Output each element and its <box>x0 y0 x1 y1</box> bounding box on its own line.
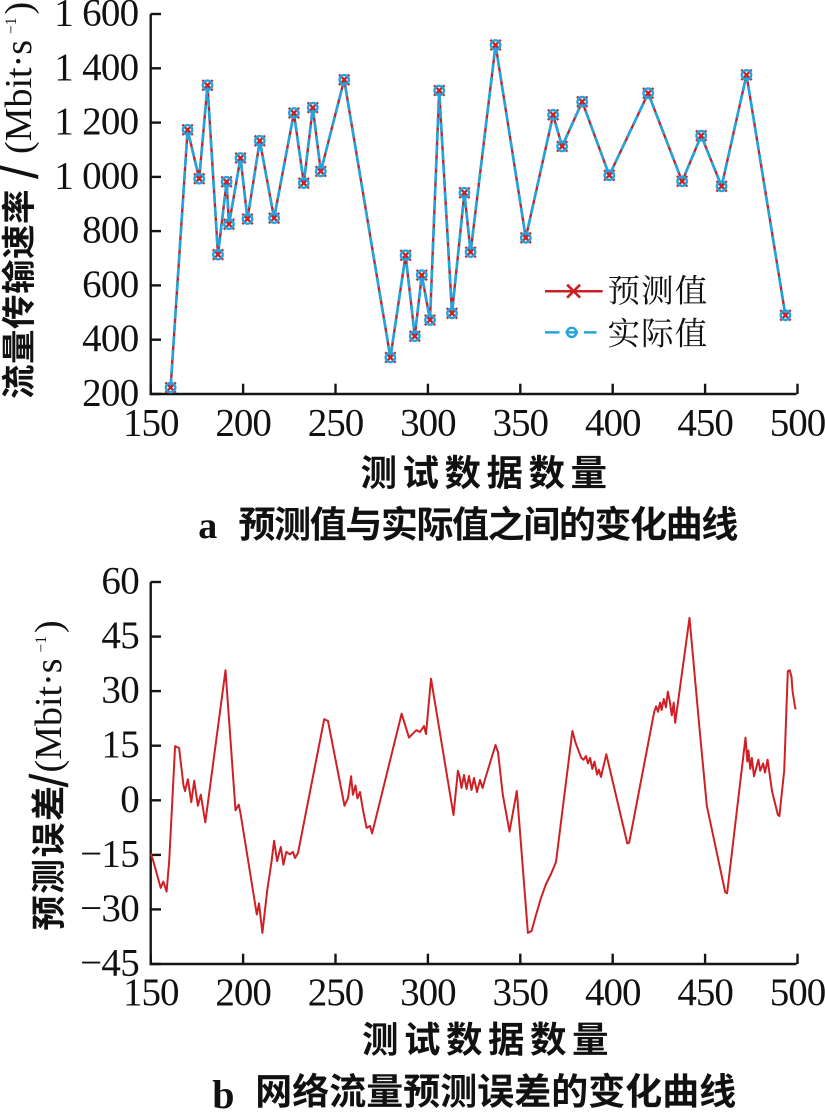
svg-text:500: 500 <box>770 971 825 1014</box>
svg-text:1 000: 1 000 <box>54 154 138 197</box>
svg-text:200: 200 <box>215 971 271 1014</box>
svg-text:150: 150 <box>123 402 179 445</box>
svg-text:450: 450 <box>677 971 733 1014</box>
svg-text:a: a <box>198 505 217 547</box>
svg-text:b: b <box>212 1072 234 1113</box>
svg-text:250: 250 <box>308 402 364 445</box>
svg-text:300: 300 <box>400 402 456 445</box>
svg-text:200: 200 <box>215 402 271 445</box>
svg-text:300: 300 <box>400 971 456 1014</box>
svg-text:1 400: 1 400 <box>54 46 138 89</box>
svg-text:450: 450 <box>677 402 733 445</box>
svg-text:15: 15 <box>101 723 139 766</box>
svg-text:200: 200 <box>82 372 139 415</box>
svg-text:−30: −30 <box>80 887 139 930</box>
svg-text:350: 350 <box>493 402 549 445</box>
svg-text:350: 350 <box>493 971 549 1014</box>
svg-text:600: 600 <box>82 263 139 306</box>
svg-text:800: 800 <box>82 209 139 252</box>
svg-text:500: 500 <box>770 402 825 445</box>
svg-text:−45: −45 <box>80 942 139 985</box>
svg-text:1 600: 1 600 <box>54 0 138 35</box>
svg-text:400: 400 <box>585 971 641 1014</box>
svg-text:150: 150 <box>123 971 179 1014</box>
svg-text:60: 60 <box>101 560 139 603</box>
svg-text:1 200: 1 200 <box>54 100 138 143</box>
svg-text:400: 400 <box>585 402 641 445</box>
svg-text:0: 0 <box>120 778 139 821</box>
svg-text:−15: −15 <box>80 832 139 875</box>
svg-text:250: 250 <box>308 971 364 1014</box>
svg-text:400: 400 <box>82 317 139 360</box>
svg-text:30: 30 <box>101 669 139 712</box>
svg-text:45: 45 <box>101 614 139 657</box>
